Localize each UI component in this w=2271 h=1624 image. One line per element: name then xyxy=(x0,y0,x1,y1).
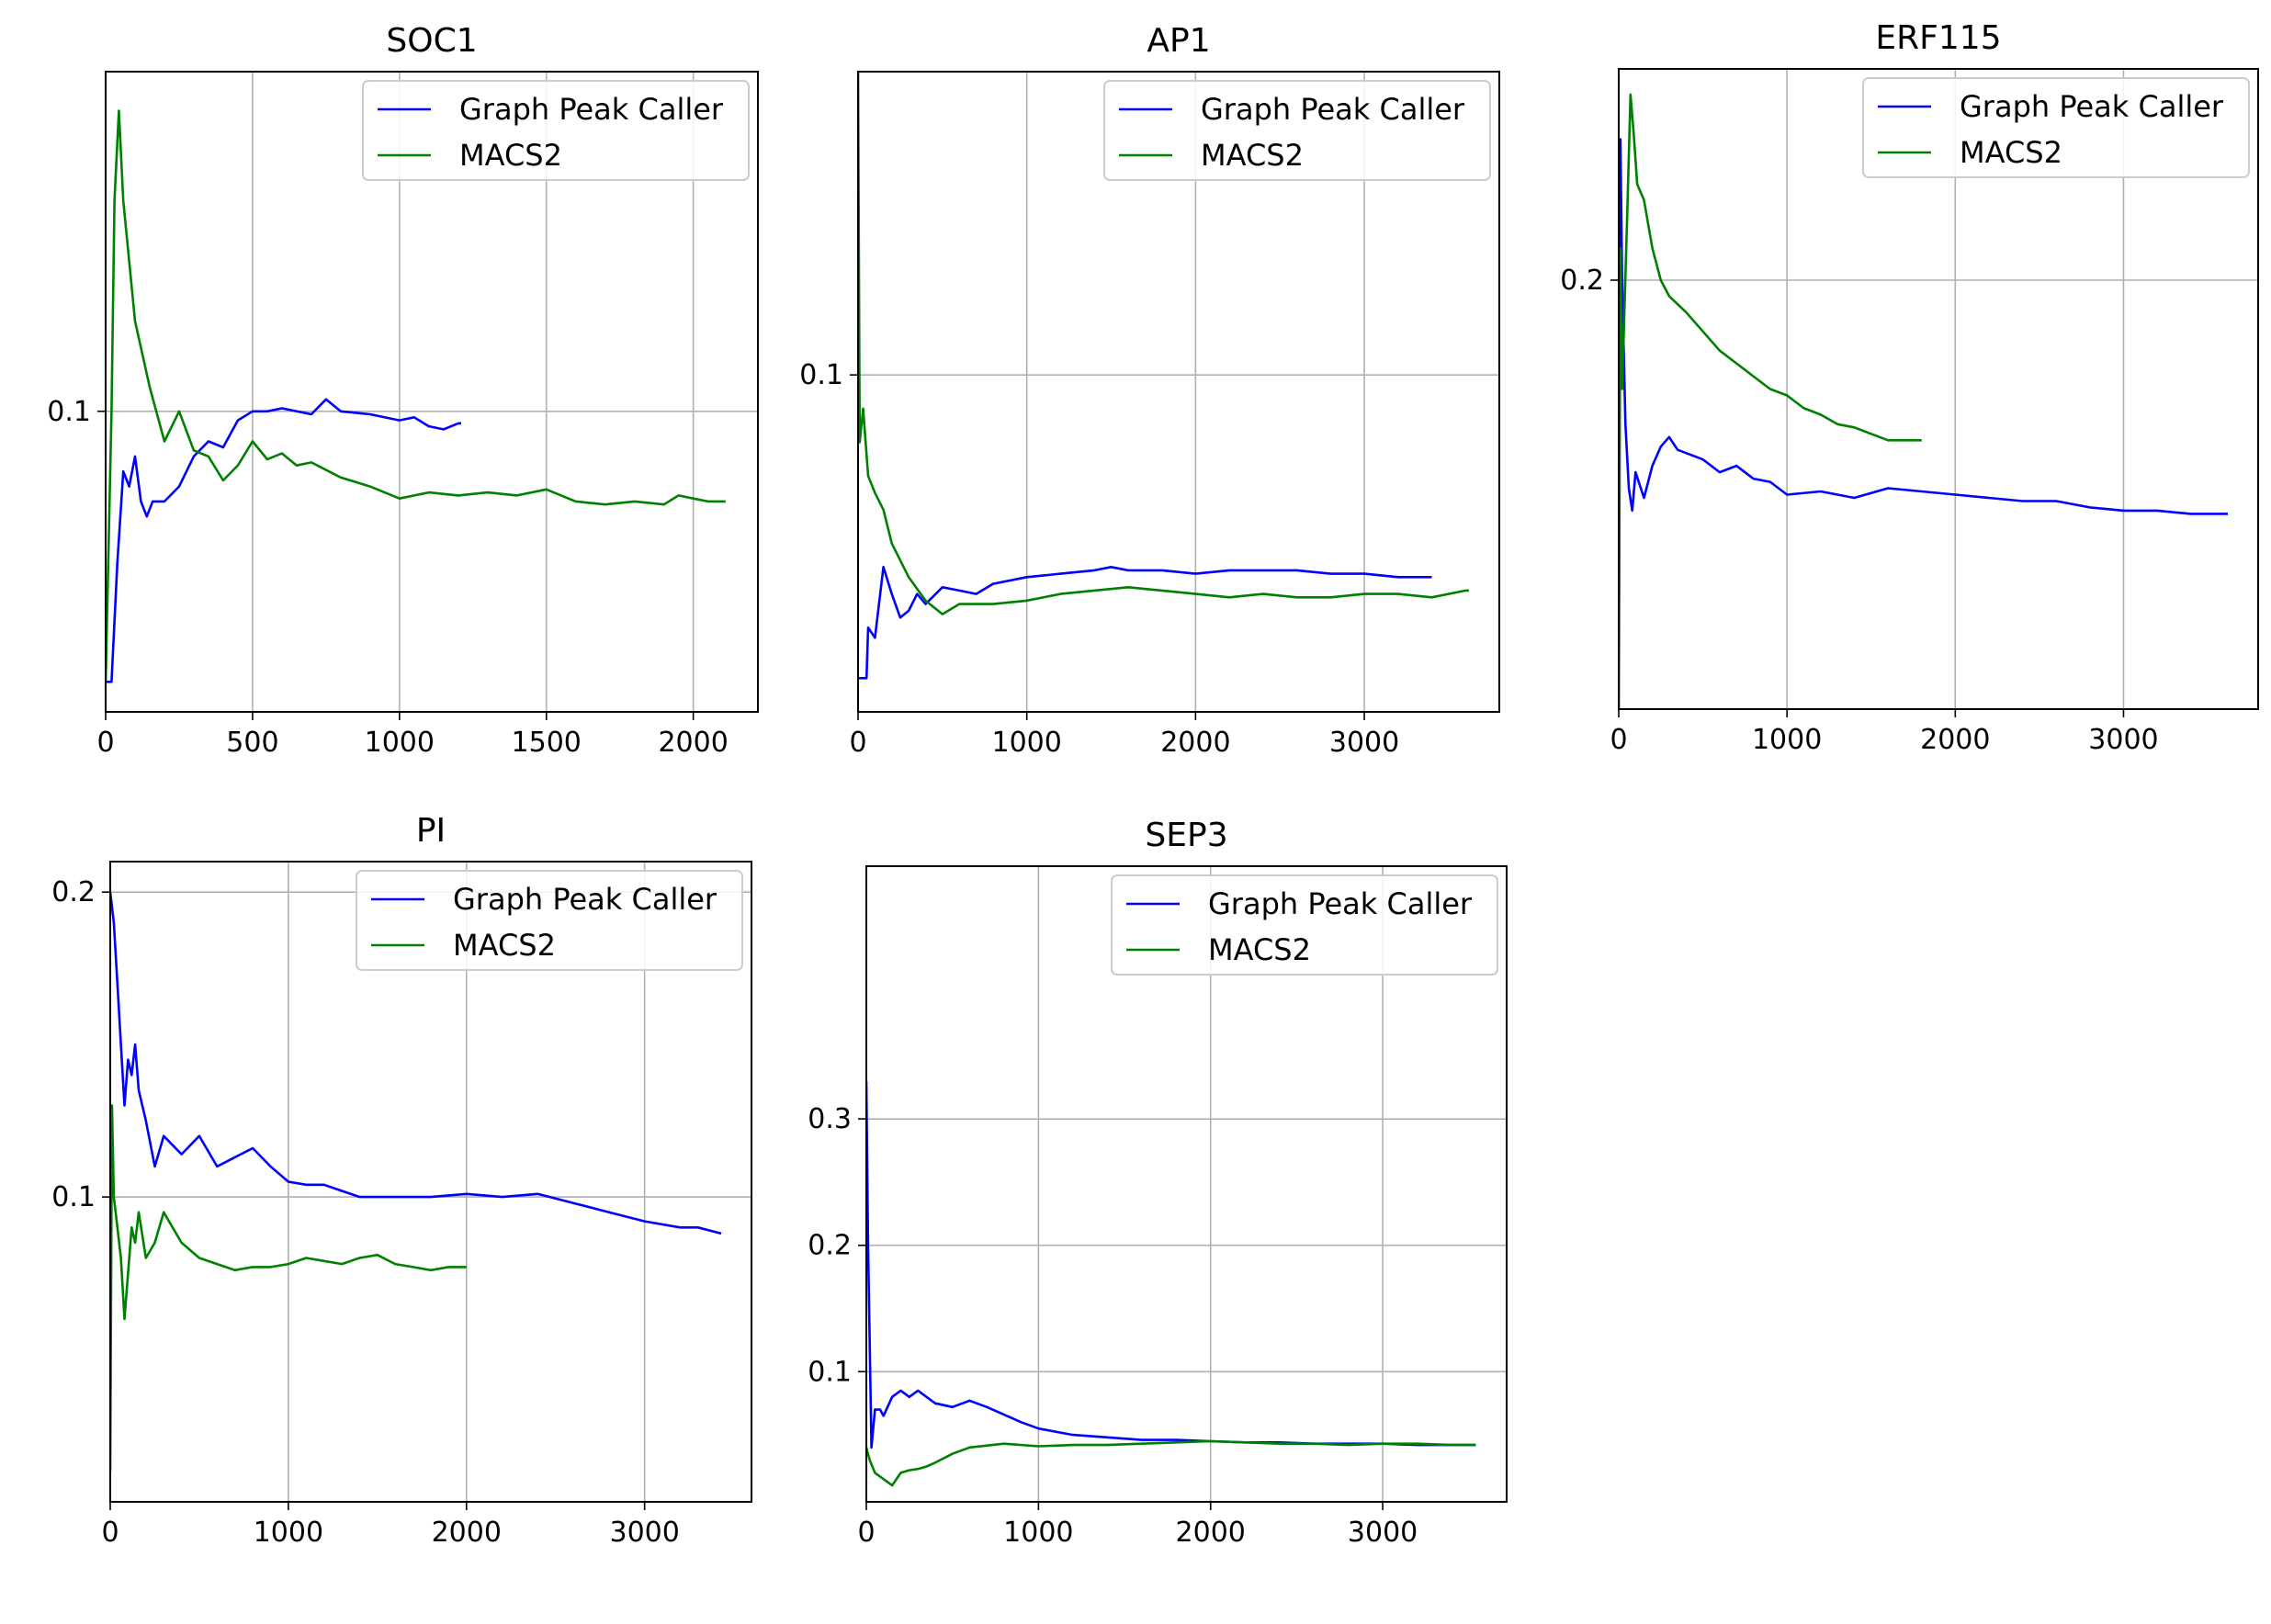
legend: Graph Peak Caller MACS2 xyxy=(1103,80,1491,181)
axes-frame xyxy=(857,71,1500,713)
legend-label: Graph Peak Caller xyxy=(1201,92,1465,127)
x-tick-label: 500 xyxy=(226,727,278,759)
axes-frame xyxy=(109,861,752,1503)
x-tick-label: 1000 xyxy=(992,727,1062,759)
legend-label: Graph Peak Caller xyxy=(459,92,724,127)
y-tick-label: 0.1 xyxy=(47,396,91,428)
x-tick-label: 1000 xyxy=(1752,724,1822,756)
legend-box xyxy=(1111,874,1498,976)
series-line-macs2 xyxy=(110,1104,467,1472)
y-tick-label: 0.1 xyxy=(51,1181,96,1213)
x-tick-label: 3000 xyxy=(1348,1517,1418,1549)
legend: Graph Peak Caller MACS2 xyxy=(356,870,743,971)
subplot-2: 0 1000 2000 3000 0.2 ERF115 Graph Peak Caller M… xyxy=(1560,19,2259,756)
subplot-1: 0 1000 2000 3000 0.1 AP1 Graph Peak Caller MACS… xyxy=(799,22,1500,759)
legend-label: Graph Peak Caller xyxy=(453,882,717,917)
y-tick-label: 0.2 xyxy=(51,876,96,908)
legend-box xyxy=(362,80,750,181)
legend-label: Graph Peak Caller xyxy=(1208,886,1473,921)
legend-label: MACS2 xyxy=(1960,135,2062,170)
subplot-title: AP1 xyxy=(1147,22,1210,60)
legend-box xyxy=(1862,77,2250,178)
x-tick-label: 0 xyxy=(857,1517,875,1549)
subplot-title: SEP3 xyxy=(1145,817,1227,854)
subplot-title: PI xyxy=(416,812,446,850)
subplot-4: 0 1000 2000 3000 0.1 0.2 0.3 SEP3 Graph Peak Cal… xyxy=(808,817,1508,1549)
x-tick-label: 3000 xyxy=(1329,727,1399,759)
legend-label: MACS2 xyxy=(459,138,562,173)
legend: Graph Peak Caller MACS2 xyxy=(362,80,750,181)
x-tick-label: 1500 xyxy=(512,727,582,759)
series-line-graph-peak-caller xyxy=(1619,138,2228,678)
series-line-graph-peak-caller xyxy=(858,565,1432,680)
x-tick-label: 2000 xyxy=(1920,724,1990,756)
y-tick-label: 0.1 xyxy=(799,359,843,391)
y-tick-label: 0.3 xyxy=(808,1103,852,1135)
x-tick-label: 2000 xyxy=(1176,1517,1246,1549)
x-tick-label: 2000 xyxy=(1160,727,1230,759)
series-line-macs2 xyxy=(1619,93,1922,709)
legend-box xyxy=(356,870,743,971)
x-tick-label: 2000 xyxy=(658,727,728,759)
x-tick-label: 0 xyxy=(101,1517,119,1549)
series-line-macs2 xyxy=(106,109,726,682)
legend: Graph Peak Caller MACS2 xyxy=(1862,77,2250,178)
subplot-title: ERF115 xyxy=(1875,19,2001,57)
axes-frame xyxy=(865,865,1508,1503)
x-tick-label: 0 xyxy=(849,727,866,759)
y-tick-label: 0.2 xyxy=(808,1230,852,1262)
legend-box xyxy=(1103,80,1491,181)
x-tick-label: 0 xyxy=(1610,724,1627,756)
x-tick-label: 2000 xyxy=(432,1517,502,1549)
x-tick-label: 1000 xyxy=(365,727,435,759)
series-line-graph-peak-caller xyxy=(110,892,722,1235)
x-tick-label: 1000 xyxy=(254,1517,323,1549)
axes-frame xyxy=(1618,68,2259,710)
axes-frame xyxy=(105,71,759,713)
legend-label: MACS2 xyxy=(1208,932,1311,967)
subplot-title: SOC1 xyxy=(386,22,477,60)
legend: Graph Peak Caller MACS2 xyxy=(1111,874,1498,976)
subplot-0: 0 500 1000 1500 2000 0.1 SOC1 Graph Peak Caller… xyxy=(47,22,759,759)
series-line-macs2 xyxy=(858,72,1469,615)
series-line-macs2 xyxy=(866,1439,1476,1487)
series-line-graph-peak-caller xyxy=(106,398,461,683)
x-tick-label: 3000 xyxy=(609,1517,679,1549)
x-tick-label: 0 xyxy=(96,727,114,759)
legend-label: MACS2 xyxy=(453,928,556,963)
x-tick-label: 3000 xyxy=(2088,724,2158,756)
legend-label: MACS2 xyxy=(1201,138,1304,173)
legend-label: Graph Peak Caller xyxy=(1960,89,2224,124)
y-tick-label: 0.1 xyxy=(808,1356,852,1388)
x-tick-label: 1000 xyxy=(1003,1517,1073,1549)
y-tick-label: 0.2 xyxy=(1560,265,1604,297)
